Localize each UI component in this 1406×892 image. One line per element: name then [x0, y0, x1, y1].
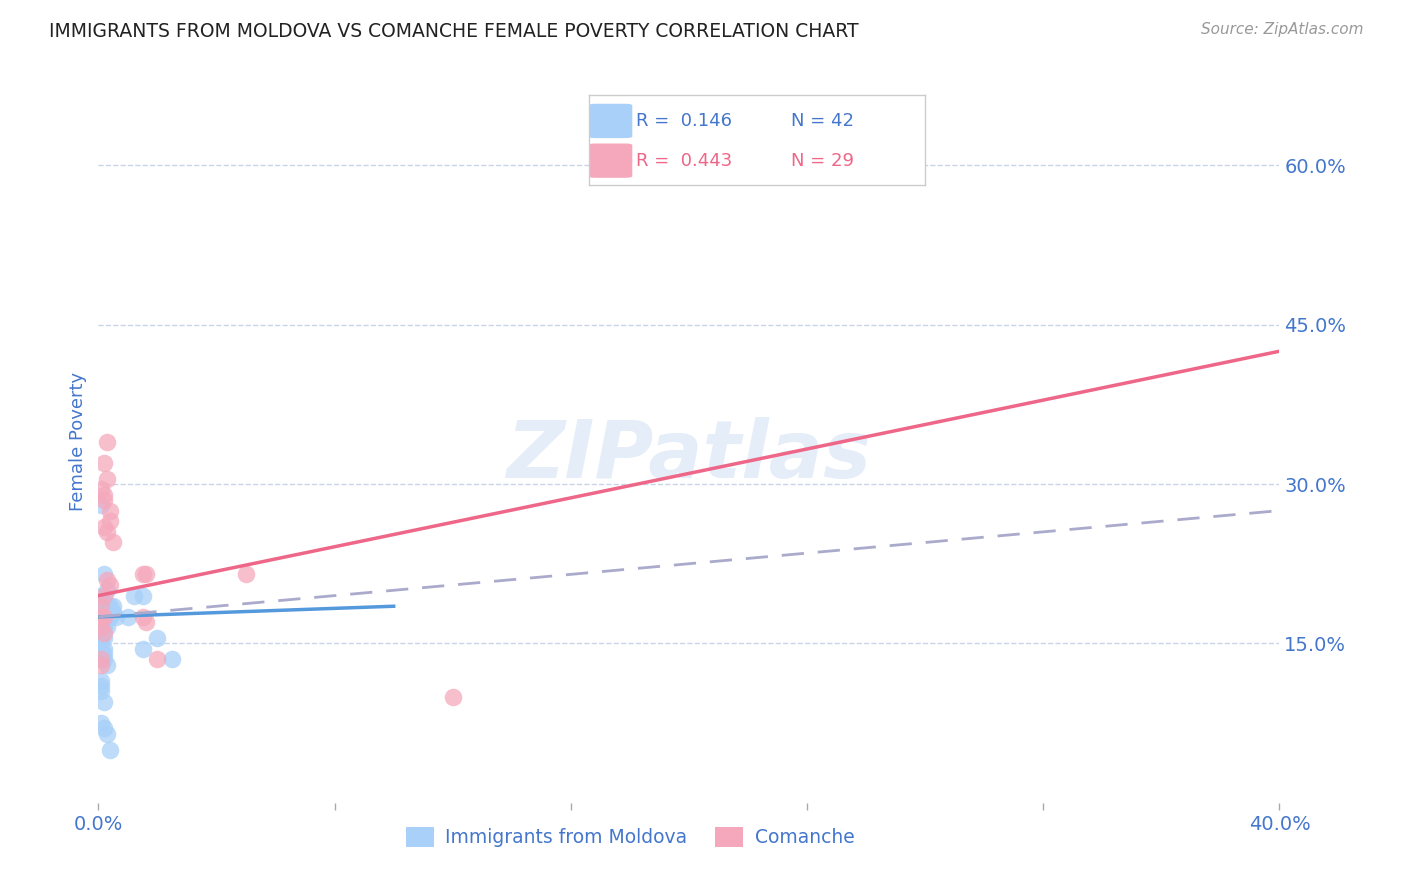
Point: [98, 742, 121, 756]
Point: [90, 641, 112, 656]
Point: [90, 679, 112, 693]
Point: [90, 620, 112, 634]
Point: [96, 657, 118, 672]
Point: [98, 514, 121, 528]
Point: [90, 631, 112, 645]
Point: [98, 503, 121, 517]
Point: [441, 690, 464, 704]
Point: [93, 605, 115, 619]
Point: [90, 620, 112, 634]
Point: [93, 620, 115, 634]
Text: IMMIGRANTS FROM MOLDOVA VS COMANCHE FEMALE POVERTY CORRELATION CHART: IMMIGRANTS FROM MOLDOVA VS COMANCHE FEMA…: [49, 22, 859, 41]
Point: [96, 727, 118, 741]
Point: [90, 652, 112, 666]
Point: [93, 641, 115, 656]
Point: [103, 605, 125, 619]
Point: [135, 615, 157, 630]
Point: [96, 583, 118, 598]
Point: [96, 472, 118, 486]
Point: [90, 599, 112, 614]
Point: [132, 589, 155, 603]
Y-axis label: Female Poverty: Female Poverty: [69, 372, 87, 511]
Point: [93, 610, 115, 624]
Point: [90, 483, 112, 497]
Point: [117, 610, 139, 624]
Point: [146, 652, 169, 666]
Point: [93, 519, 115, 533]
Point: [93, 631, 115, 645]
Point: [90, 589, 112, 603]
Point: [93, 456, 115, 470]
Point: [90, 599, 112, 614]
Point: [90, 652, 112, 666]
Point: [98, 610, 121, 624]
Point: [98, 578, 121, 592]
Point: [132, 567, 155, 582]
Point: [90, 610, 112, 624]
Point: [93, 652, 115, 666]
Point: [122, 589, 145, 603]
Point: [93, 493, 115, 508]
Point: [96, 620, 118, 634]
Point: [135, 567, 157, 582]
Point: [90, 631, 112, 645]
Point: [93, 695, 115, 709]
Point: [93, 567, 115, 582]
Point: [93, 722, 115, 736]
Point: [105, 610, 128, 624]
Point: [90, 673, 112, 688]
Point: [90, 647, 112, 661]
Point: [90, 498, 112, 512]
Point: [146, 631, 169, 645]
Point: [93, 488, 115, 502]
Point: [96, 573, 118, 587]
Text: ZIPatlas: ZIPatlas: [506, 417, 872, 495]
Point: [96, 524, 118, 539]
Point: [96, 599, 118, 614]
Point: [235, 567, 257, 582]
Point: [90, 684, 112, 698]
Point: [96, 434, 118, 449]
Text: Source: ZipAtlas.com: Source: ZipAtlas.com: [1201, 22, 1364, 37]
Point: [93, 610, 115, 624]
Point: [605, 136, 627, 151]
Point: [103, 535, 125, 549]
Point: [93, 625, 115, 640]
Point: [162, 652, 183, 666]
Point: [132, 641, 155, 656]
Point: [132, 610, 155, 624]
Point: [90, 657, 112, 672]
Point: [93, 647, 115, 661]
Point: [90, 652, 112, 666]
Point: [103, 599, 125, 614]
Point: [90, 716, 112, 731]
Point: [93, 589, 115, 603]
Legend: Immigrants from Moldova, Comanche: Immigrants from Moldova, Comanche: [398, 820, 862, 855]
Point: [96, 610, 118, 624]
Point: [98, 599, 121, 614]
